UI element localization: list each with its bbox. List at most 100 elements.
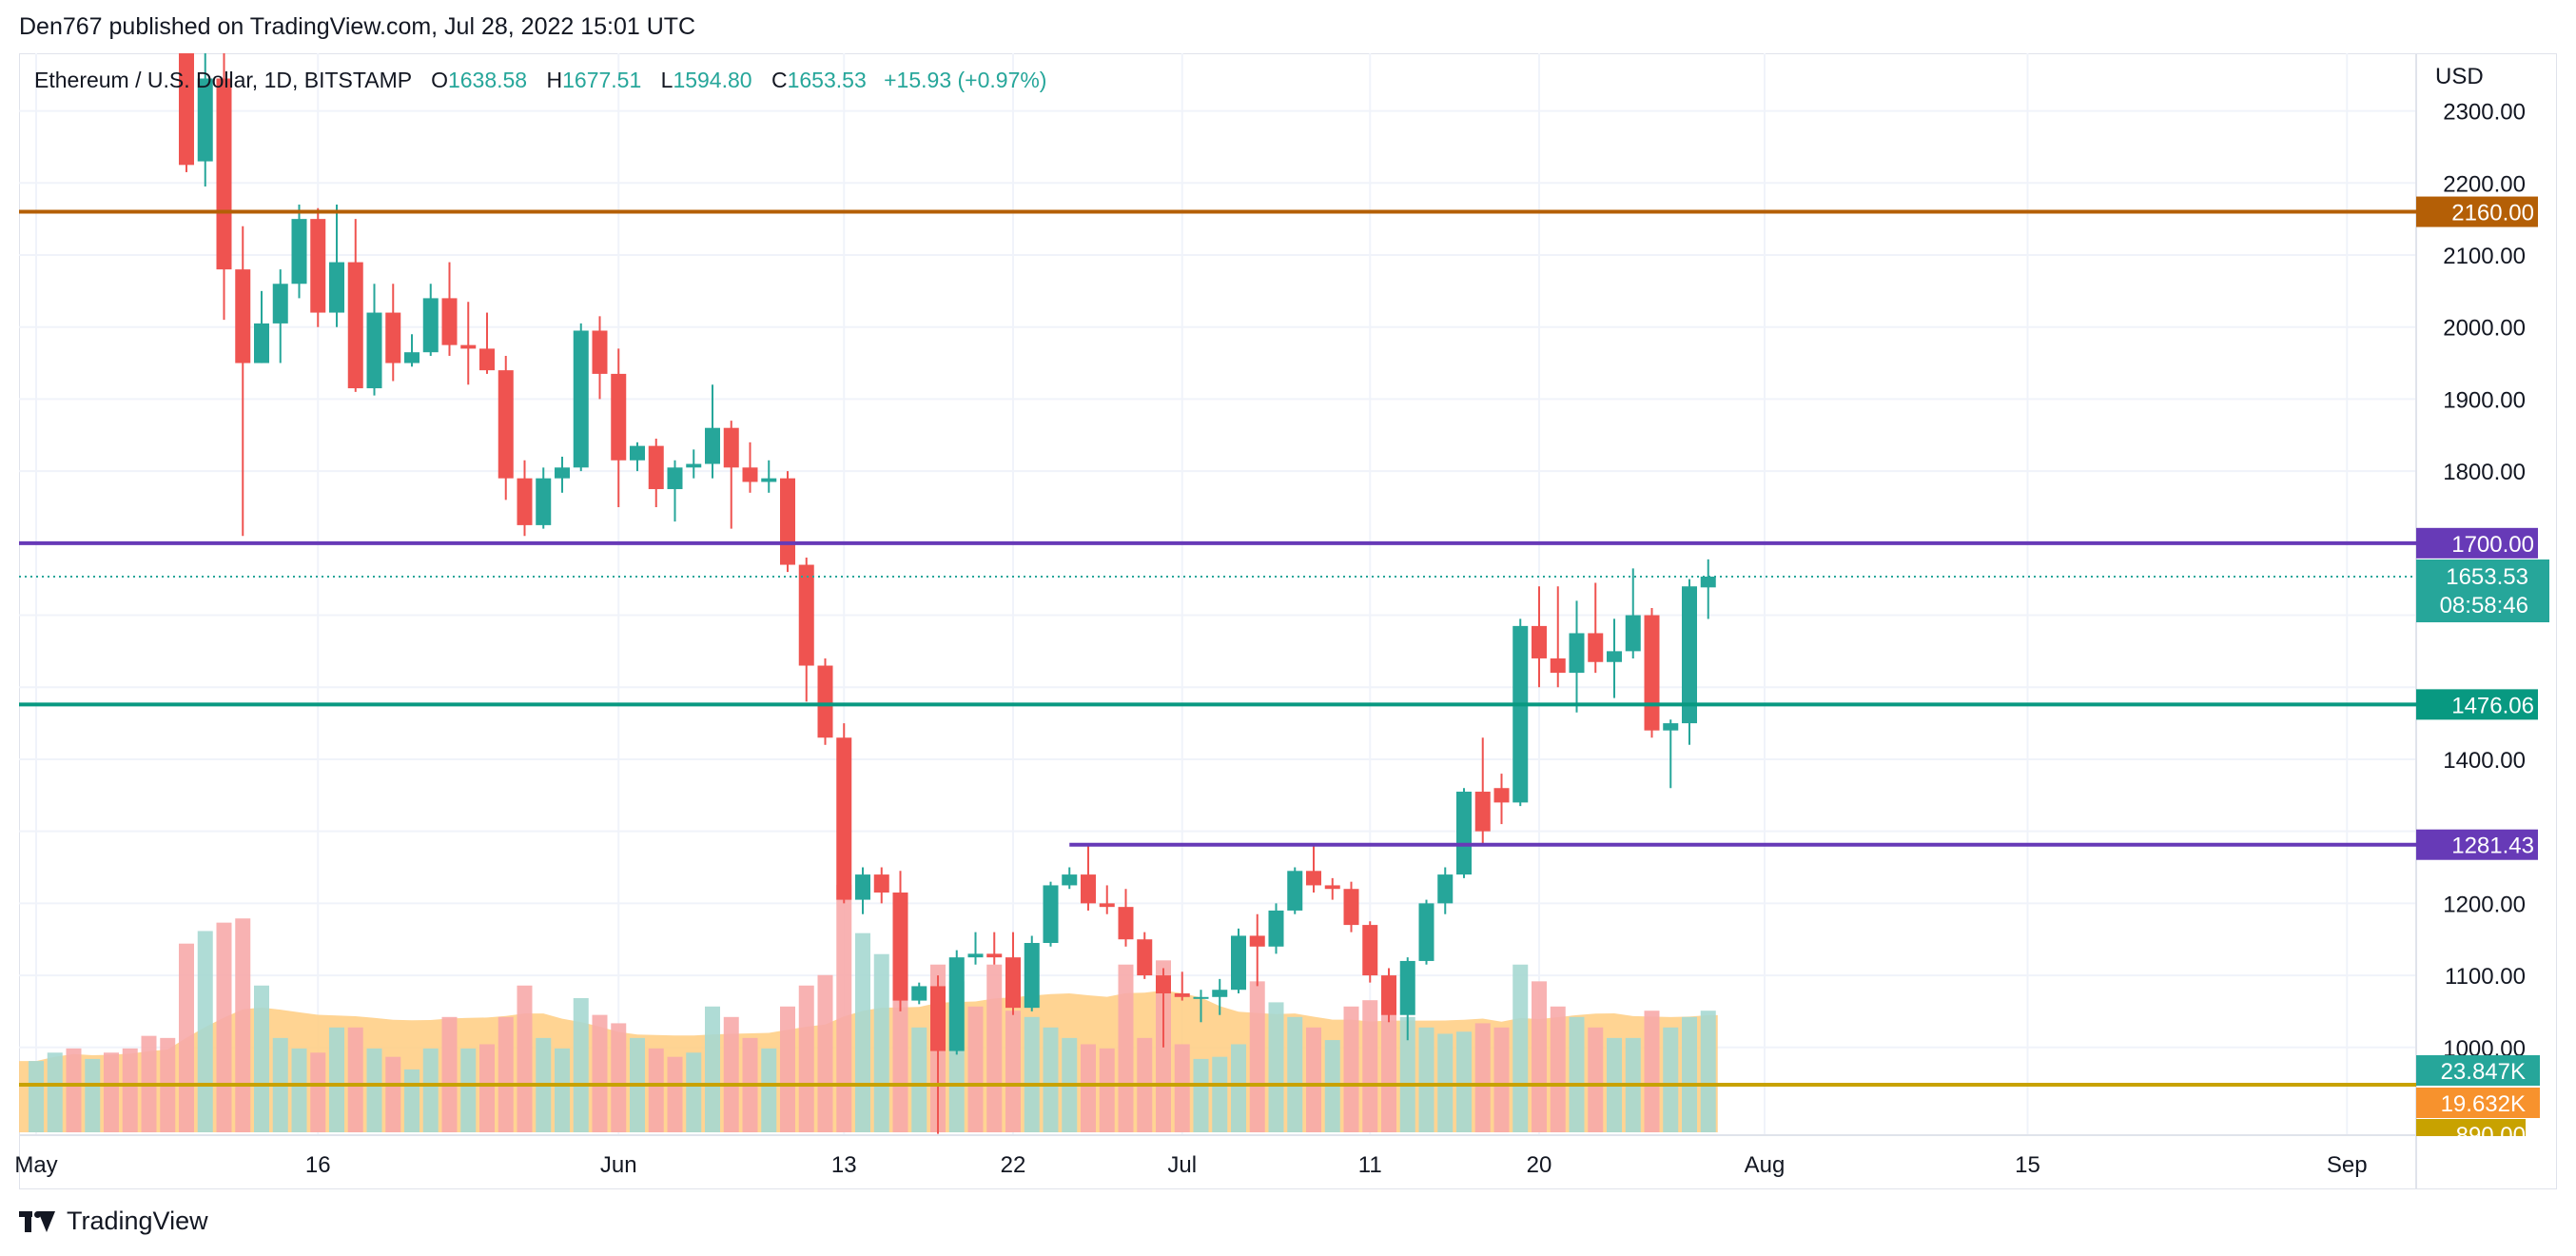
candle-body bbox=[329, 262, 344, 313]
volume-bar bbox=[592, 1014, 608, 1132]
volume-label-box bbox=[2416, 1088, 2540, 1118]
volume-bar bbox=[1532, 981, 1547, 1132]
candle-body bbox=[1700, 577, 1716, 588]
price-label-box bbox=[2416, 689, 2538, 720]
volume-bar bbox=[705, 1006, 720, 1132]
tradingview-brand[interactable]: TradingView bbox=[19, 1207, 208, 1236]
candle-body bbox=[892, 893, 908, 1001]
candle-body bbox=[1174, 993, 1190, 997]
tradingview-logo-icon bbox=[19, 1210, 57, 1232]
price-label-box bbox=[2416, 829, 2538, 860]
time-tick-label: Aug bbox=[1745, 1152, 1786, 1178]
candle-body bbox=[1381, 975, 1396, 1015]
volume-bar bbox=[573, 997, 589, 1132]
candle-body bbox=[1625, 615, 1641, 652]
time-tick-label: 15 bbox=[2015, 1152, 2040, 1178]
candle-body bbox=[1024, 943, 1040, 1009]
price-tick-label: 1200.00 bbox=[2443, 892, 2526, 917]
volume-bar bbox=[1663, 1027, 1679, 1132]
volume-bar bbox=[1118, 964, 1134, 1132]
volume-label-box bbox=[2416, 1055, 2540, 1086]
candle-body bbox=[705, 427, 720, 464]
volume-bar bbox=[1306, 1027, 1321, 1132]
close-label: C bbox=[771, 68, 788, 92]
volume-bar bbox=[817, 974, 833, 1132]
volume-bar bbox=[1043, 1027, 1059, 1132]
volume-bar bbox=[329, 1027, 344, 1132]
volume-bar bbox=[216, 922, 232, 1132]
volume-bar bbox=[648, 1048, 664, 1132]
volume-bar bbox=[986, 964, 1003, 1132]
time-tick-label: 16 bbox=[305, 1152, 331, 1178]
symbol-title[interactable]: Ethereum / U.S. Dollar, 1D, BITSTAMP bbox=[34, 68, 412, 92]
candle-body bbox=[1682, 586, 1697, 724]
volume-label-text: 19.632K bbox=[2441, 1091, 2526, 1117]
candle-body bbox=[366, 312, 382, 389]
change-value: +15.93 (+0.97%) bbox=[884, 68, 1047, 92]
candle-body bbox=[235, 269, 251, 363]
candle-body bbox=[347, 262, 363, 389]
candle-body bbox=[1324, 885, 1340, 890]
candle-body bbox=[216, 78, 232, 270]
volume-bar bbox=[555, 1048, 570, 1132]
candle-body bbox=[272, 284, 288, 324]
candle-body bbox=[1437, 874, 1454, 904]
candle-body bbox=[1137, 939, 1153, 976]
volume-bar bbox=[1362, 1000, 1378, 1132]
candle-body bbox=[611, 373, 627, 461]
candle-body bbox=[1193, 996, 1209, 999]
candle-body bbox=[460, 344, 477, 349]
volume-bar bbox=[1569, 1016, 1585, 1132]
price-tick-label: 2000.00 bbox=[2443, 316, 2526, 342]
candle-body bbox=[1005, 957, 1021, 1009]
volume-bar bbox=[1081, 1044, 1096, 1132]
volume-label-text: 23.847K bbox=[2441, 1059, 2526, 1085]
high-label: H bbox=[546, 68, 563, 92]
volume-bar bbox=[1682, 1016, 1697, 1132]
volume-bar bbox=[780, 1006, 795, 1132]
price-lines bbox=[19, 209, 2416, 1087]
price-tick-label: 1900.00 bbox=[2443, 387, 2526, 413]
volume-bar bbox=[1588, 1027, 1604, 1132]
volume-label-text: 890.00 bbox=[2456, 1123, 2526, 1148]
candle-body bbox=[517, 478, 533, 525]
volume-bar bbox=[611, 1023, 627, 1132]
time-tick-label: 20 bbox=[1527, 1152, 1552, 1178]
candle-body bbox=[1306, 871, 1321, 886]
price-label-text: 2160.00 bbox=[2451, 201, 2534, 226]
time-tick-label: 11 bbox=[1358, 1152, 1382, 1178]
candle-body bbox=[798, 564, 814, 666]
volume-bar bbox=[1005, 1011, 1021, 1132]
candle-body bbox=[1156, 975, 1171, 994]
volume-bar bbox=[686, 1052, 702, 1132]
volume-bar bbox=[179, 943, 194, 1132]
volume-bar bbox=[1512, 964, 1529, 1132]
low-label: L bbox=[660, 68, 673, 92]
last-price-box bbox=[2416, 559, 2549, 623]
volume-bar bbox=[1550, 1006, 1566, 1132]
candle-body bbox=[254, 323, 269, 363]
time-tick-label: Jun bbox=[600, 1152, 637, 1178]
volume-bar bbox=[254, 985, 269, 1132]
grid-lines bbox=[19, 53, 2417, 1189]
candle-body bbox=[1043, 885, 1059, 944]
candle-body bbox=[1663, 723, 1679, 731]
volume-bar bbox=[122, 1048, 138, 1132]
candle-body bbox=[686, 463, 702, 468]
volume-bar bbox=[1268, 1002, 1284, 1132]
candle-body bbox=[197, 78, 213, 162]
candle-body bbox=[648, 445, 664, 490]
volume-bar bbox=[385, 1056, 401, 1132]
candle-body bbox=[1268, 910, 1284, 947]
candle-body bbox=[1099, 903, 1115, 908]
price-tick-label: 1800.00 bbox=[2443, 460, 2526, 485]
candle-body bbox=[836, 737, 852, 900]
publisher-line: Den767 published on TradingView.com, Jul… bbox=[19, 13, 696, 40]
volume-bar bbox=[366, 1048, 382, 1132]
volume-bar bbox=[1700, 1011, 1716, 1132]
price-label-text: 1281.43 bbox=[2451, 834, 2534, 859]
volume-bar bbox=[873, 953, 889, 1132]
volume-bar bbox=[836, 885, 852, 1132]
candle-body bbox=[630, 445, 645, 461]
